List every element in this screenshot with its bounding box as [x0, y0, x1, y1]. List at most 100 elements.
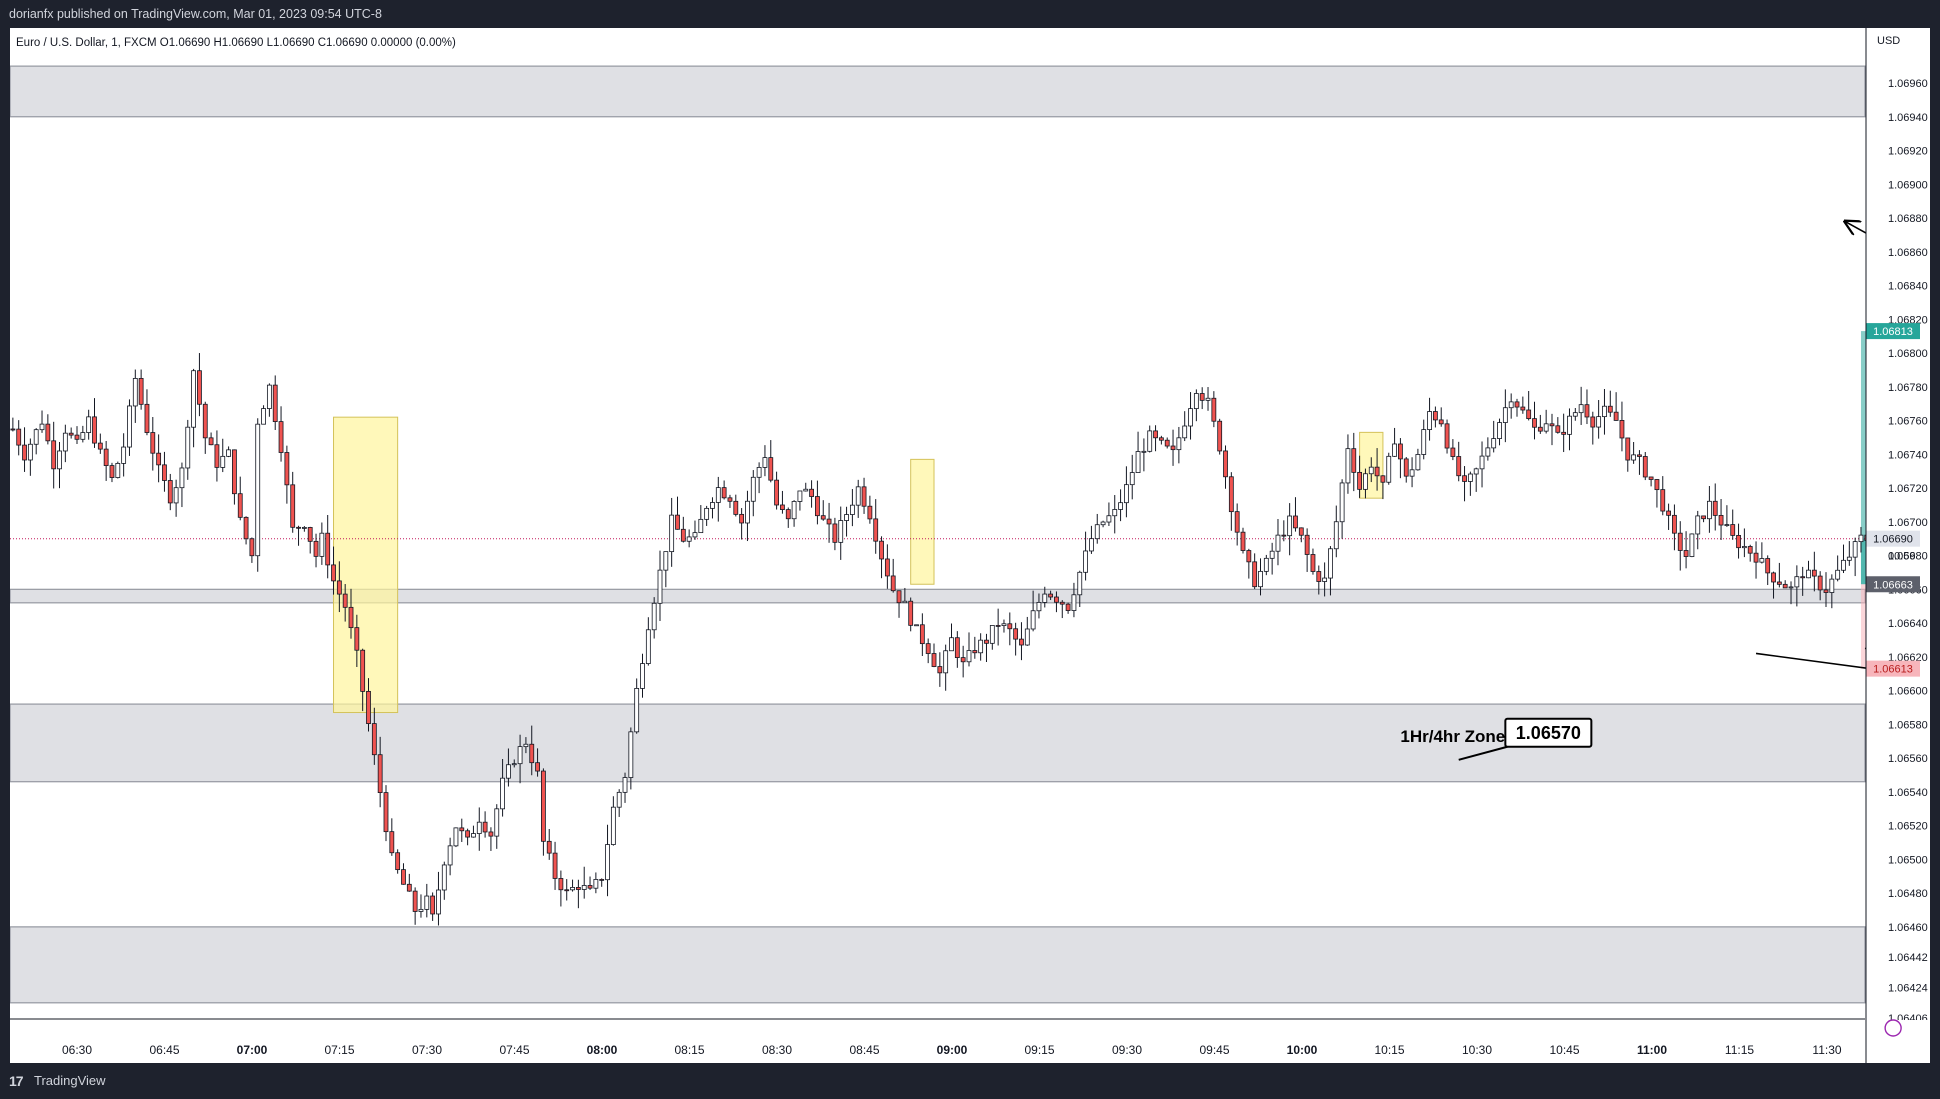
candle-up[interactable] — [966, 650, 972, 663]
candle-up[interactable] — [1322, 577, 1328, 582]
candle-down[interactable] — [780, 504, 785, 510]
candle-down[interactable] — [371, 723, 377, 756]
candle-up[interactable] — [692, 532, 698, 538]
candle-up[interactable] — [179, 467, 185, 489]
candle-down[interactable] — [1811, 569, 1817, 577]
candle-down[interactable] — [1765, 558, 1771, 574]
candle-up[interactable] — [494, 808, 500, 837]
candle-down[interactable] — [10, 428, 16, 431]
candle-down[interactable] — [1059, 601, 1065, 605]
candle-up[interactable] — [943, 650, 949, 674]
candle-down[interactable] — [348, 606, 354, 629]
candle-up[interactable] — [476, 821, 482, 834]
candle-up[interactable] — [1689, 533, 1695, 557]
candle-up[interactable] — [1806, 569, 1811, 579]
candle-down[interactable] — [68, 432, 74, 436]
candle-up[interactable] — [622, 777, 628, 793]
candle-up[interactable] — [686, 536, 692, 542]
candle-up[interactable] — [226, 449, 231, 457]
candle-down[interactable] — [325, 532, 331, 566]
candle-down[interactable] — [1462, 475, 1467, 482]
candle-down[interactable] — [109, 465, 115, 478]
candle-up[interactable] — [132, 378, 138, 407]
candle-down[interactable] — [1357, 471, 1362, 490]
candle-up[interactable] — [266, 384, 272, 409]
candle-up[interactable] — [704, 507, 710, 520]
candle-up[interactable] — [1386, 455, 1392, 483]
candle-up[interactable] — [1794, 576, 1800, 588]
candle-down[interactable] — [1065, 603, 1071, 611]
candle-up[interactable] — [1182, 425, 1188, 439]
candle-up[interactable] — [663, 551, 669, 571]
candle-down[interactable] — [727, 497, 733, 502]
candle-up[interactable] — [500, 777, 505, 810]
candle-up[interactable] — [1415, 454, 1421, 471]
flash-icon[interactable] — [1884, 1019, 1902, 1037]
candle-up[interactable] — [1788, 586, 1794, 589]
candle-down[interactable] — [214, 444, 220, 468]
candle-up[interactable] — [418, 908, 424, 912]
candle-down[interactable] — [208, 437, 214, 446]
candle-down[interactable] — [890, 575, 896, 592]
candle-up[interactable] — [1333, 521, 1339, 550]
candle-down[interactable] — [1228, 476, 1234, 513]
candle-up[interactable] — [1852, 541, 1858, 558]
candle-down[interactable] — [564, 889, 570, 892]
candle-up[interactable] — [616, 791, 622, 808]
candle-down[interactable] — [879, 540, 884, 560]
candle-down[interactable] — [1607, 405, 1613, 413]
candle-up[interactable] — [1427, 411, 1432, 431]
candle-up[interactable] — [669, 514, 675, 553]
candle-down[interactable] — [482, 821, 488, 833]
candle-down[interactable] — [541, 770, 546, 842]
candle-down[interactable] — [278, 421, 284, 453]
candle-down[interactable] — [1823, 589, 1829, 593]
candle-up[interactable] — [27, 443, 33, 461]
candle-down[interactable] — [1380, 475, 1386, 483]
candle-up[interactable] — [1106, 515, 1112, 523]
candle-down[interactable] — [1561, 431, 1567, 435]
candle-down[interactable] — [809, 488, 814, 497]
candle-up[interactable] — [1083, 550, 1088, 573]
candle-down[interactable] — [1532, 418, 1537, 428]
candle-up[interactable] — [471, 833, 476, 838]
candle-down[interactable] — [815, 496, 820, 517]
candle-up[interactable] — [1596, 416, 1602, 428]
candle-down[interactable] — [45, 423, 51, 442]
candle-down[interactable] — [1771, 572, 1776, 583]
candle-up[interactable] — [855, 486, 861, 506]
candle-down[interactable] — [1450, 447, 1456, 457]
candle-down[interactable] — [960, 657, 966, 663]
candle-up[interactable] — [1094, 524, 1100, 540]
candle-down[interactable] — [1456, 456, 1462, 477]
candle-down[interactable] — [459, 827, 465, 832]
candle-up[interactable] — [628, 731, 634, 778]
candle-down[interactable] — [535, 762, 540, 772]
candle-up[interactable] — [1042, 593, 1048, 603]
candle-down[interactable] — [395, 852, 401, 871]
candle-down[interactable] — [296, 526, 301, 529]
candle-down[interactable] — [995, 625, 1001, 627]
candle-up[interactable] — [1077, 571, 1083, 596]
candle-down[interactable] — [599, 879, 605, 881]
candle-down[interactable] — [97, 442, 103, 450]
candle-down[interactable] — [1164, 439, 1170, 447]
candle-up[interactable] — [1602, 405, 1607, 418]
candle-up[interactable] — [698, 518, 704, 534]
candle-up[interactable] — [1409, 469, 1415, 477]
candle-up[interactable] — [1188, 408, 1193, 427]
candle-down[interactable] — [1753, 552, 1759, 563]
candle-down[interactable] — [313, 540, 319, 557]
candle-up[interactable] — [453, 827, 459, 847]
candle-up[interactable] — [1089, 538, 1094, 552]
candle-up[interactable] — [1100, 521, 1106, 526]
candle-up[interactable] — [1287, 515, 1293, 537]
candle-down[interactable] — [144, 403, 150, 433]
candle-down[interactable] — [575, 887, 581, 890]
candle-down[interactable] — [1316, 571, 1322, 582]
candle-up[interactable] — [1479, 455, 1485, 470]
candle-up[interactable] — [301, 527, 307, 529]
candle-down[interactable] — [406, 883, 412, 892]
candle-down[interactable] — [908, 600, 914, 626]
